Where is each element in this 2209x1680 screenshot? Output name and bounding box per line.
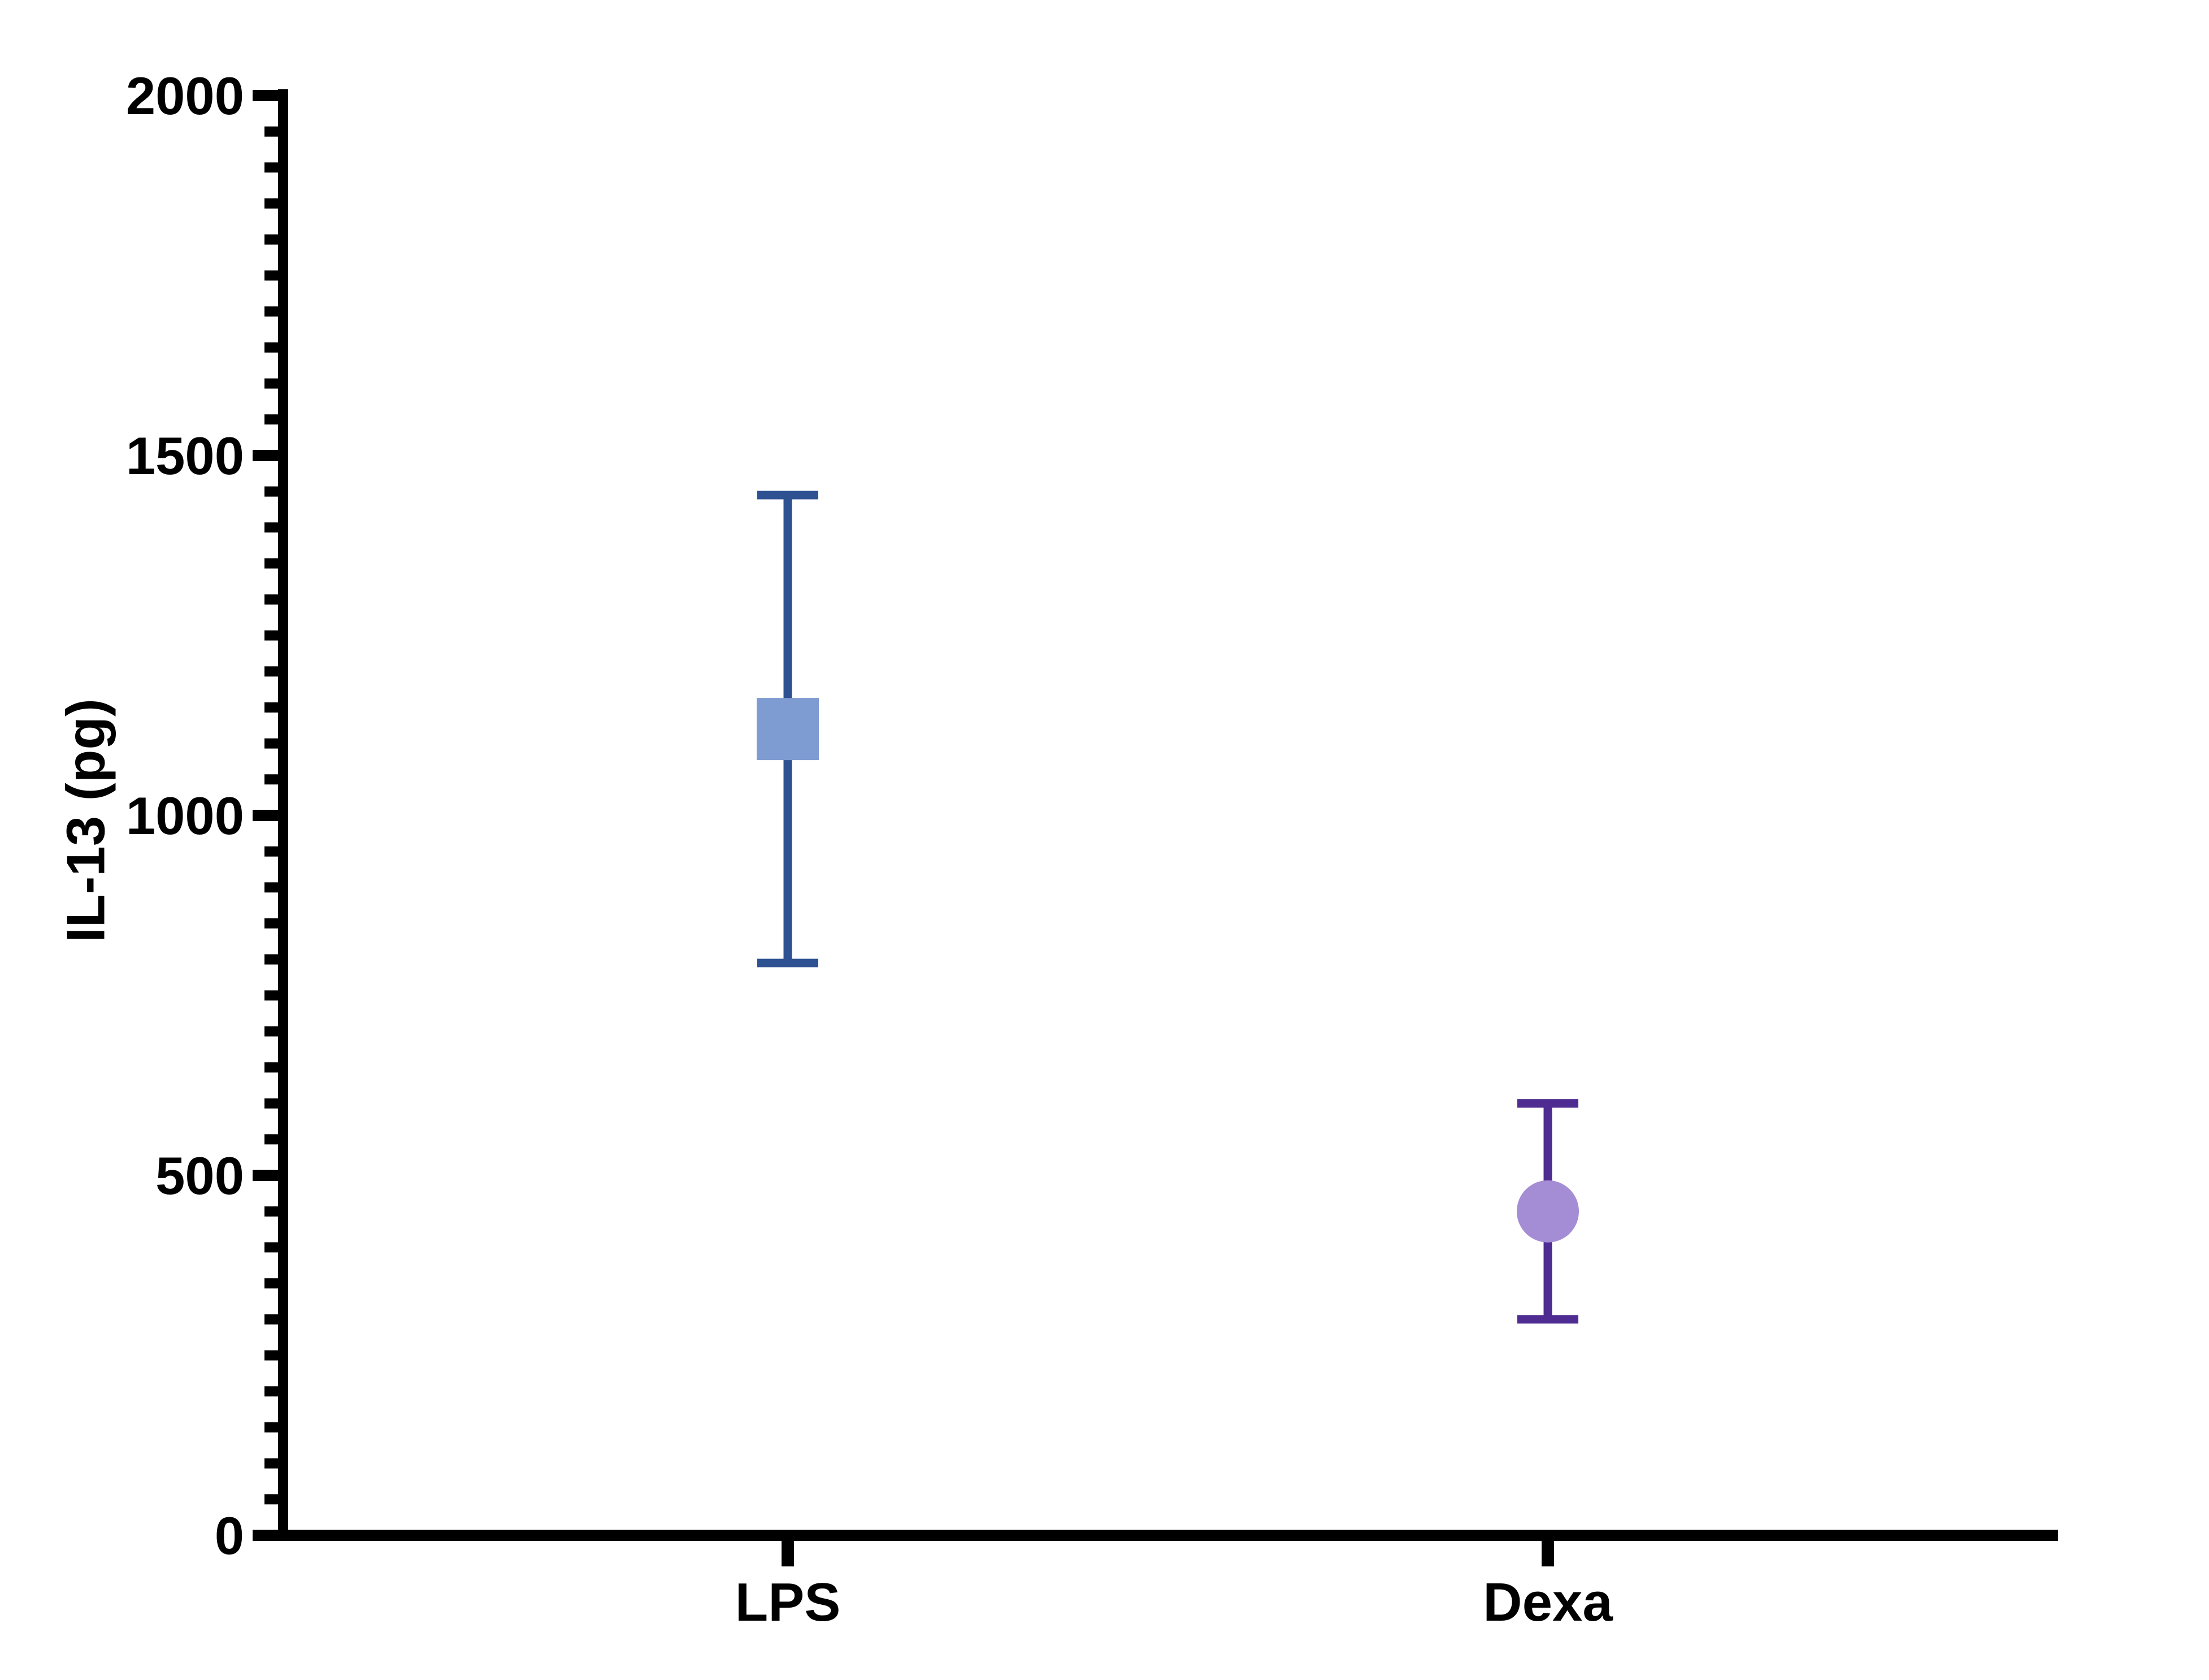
y-tick-label: 0 <box>215 1506 244 1565</box>
y-axis-title: IL-13 (pg) <box>56 698 116 943</box>
square-marker <box>757 698 819 761</box>
y-tick-label: 500 <box>155 1146 244 1205</box>
circle-marker <box>1517 1180 1579 1243</box>
x-category-label: Dexa <box>1483 1572 1613 1633</box>
y-tick-label: 1500 <box>126 426 244 485</box>
x-category-label: LPS <box>735 1572 841 1633</box>
y-tick-label: 1000 <box>126 786 244 845</box>
y-tick-label: 2000 <box>126 66 244 125</box>
